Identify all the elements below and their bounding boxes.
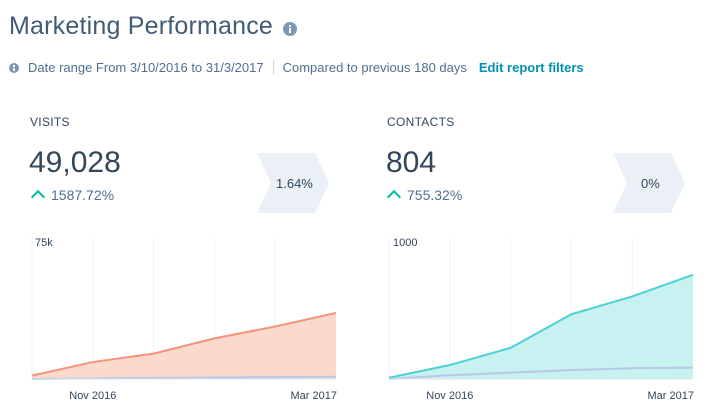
contacts-chart-x-tick-label: Nov 2016 — [426, 390, 473, 402]
visits-change: 1587.72% — [30, 187, 115, 205]
contacts-value: 804 — [386, 146, 437, 179]
visits-value: 49,028 — [29, 146, 121, 179]
visits-chart-x-tick-label: Nov 2016 — [69, 390, 116, 402]
visits-chart-x-tick-label: Mar 2017 — [291, 390, 337, 402]
arrow-up-icon — [30, 189, 46, 205]
date-range-text: Date range From 3/10/2016 to 31/3/2017 — [28, 60, 264, 75]
edit-report-filters-link[interactable]: Edit report filters — [478, 60, 584, 75]
contacts-chart-y-tick-label: 1000 — [393, 237, 417, 249]
title-row: Marketing Performance — [9, 12, 298, 41]
contacts-chart[interactable]: 1000 Nov 2016 Mar 2017 — [355, 232, 710, 418]
visits-change-value: 1587.72% — [51, 187, 115, 203]
report-filters: Date range From 3/10/2016 to 31/3/2017 C… — [9, 60, 584, 75]
visits-chart[interactable]: 75k Nov 2016 Mar 2017 — [0, 232, 355, 418]
contacts-chart-series-line — [388, 273, 694, 379]
comparison-text: Compared to previous 180 days — [282, 60, 467, 75]
visits-chart-y-tick-label: 75k — [35, 237, 53, 249]
info-icon[interactable] — [283, 21, 298, 36]
contacts-change: 755.32% — [386, 187, 463, 205]
contacts-chart-x-tick-label: Mar 2017 — [648, 390, 694, 402]
visits-comparison-pct: 1.64% — [276, 176, 313, 191]
visits-chart-area — [32, 312, 336, 379]
divider — [272, 60, 274, 75]
contacts-chart-comparison-line — [388, 366, 694, 380]
contacts-comparison-pct: 0% — [641, 176, 660, 191]
contacts-chart-area — [389, 274, 693, 379]
visits-label: VISITS — [30, 115, 70, 129]
contacts-change-value: 755.32% — [407, 187, 463, 203]
contacts-label: CONTACTS — [387, 115, 455, 129]
visits-chart-series-line — [31, 311, 337, 377]
arrow-up-icon — [386, 189, 402, 205]
page-title: Marketing Performance — [9, 12, 274, 40]
visits-comparison-chevron — [257, 153, 329, 213]
contacts-comparison-chevron — [613, 153, 685, 213]
info-icon — [9, 62, 19, 73]
visits-chart-comparison-line — [31, 375, 337, 380]
